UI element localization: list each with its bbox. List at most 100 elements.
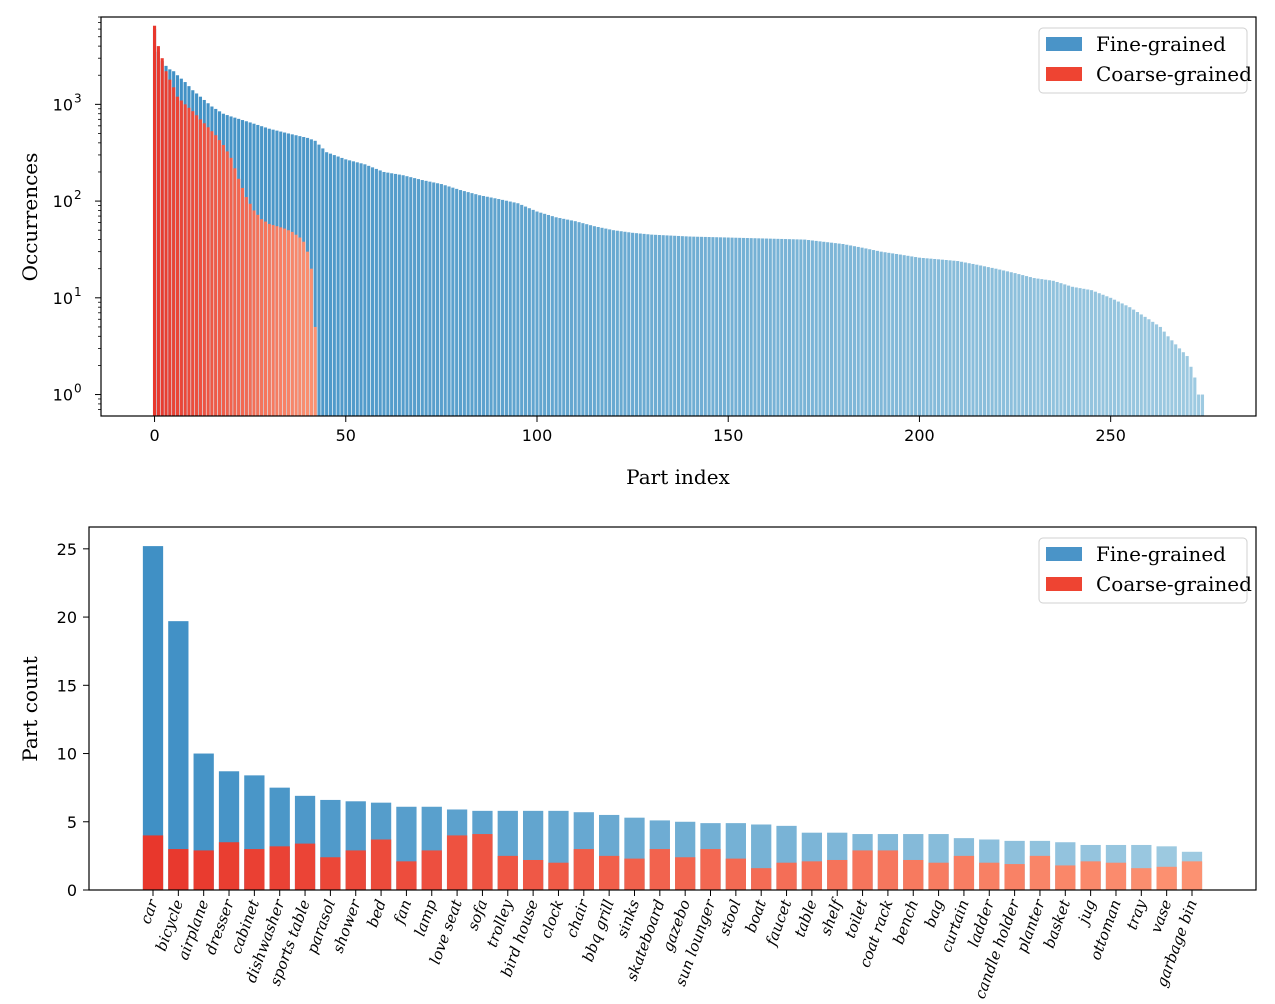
fine-bar bbox=[401, 175, 405, 416]
fine-bar bbox=[818, 241, 822, 416]
fine-bar bbox=[370, 167, 375, 416]
fine-bar bbox=[588, 225, 593, 416]
coarse-bar bbox=[179, 100, 183, 416]
fine-bar bbox=[795, 239, 799, 416]
fine-bar bbox=[1197, 394, 1201, 416]
fine-bar bbox=[776, 238, 780, 416]
fine-bar bbox=[348, 160, 352, 416]
x-tick-label: 100 bbox=[522, 426, 553, 445]
fine-bar bbox=[1063, 284, 1067, 416]
fine-bar bbox=[661, 235, 665, 416]
fine-bar bbox=[527, 208, 531, 416]
fine-bar bbox=[428, 181, 432, 416]
coarse-bar bbox=[229, 157, 233, 416]
fine-bar bbox=[814, 240, 818, 416]
fine-bar bbox=[325, 152, 329, 416]
legend-bottom: Fine-grained Coarse-grained bbox=[1038, 537, 1252, 604]
plot-frame-bottom bbox=[88, 526, 1257, 891]
fine-bar bbox=[806, 240, 811, 416]
fine-bar bbox=[554, 217, 558, 416]
fine-bar bbox=[585, 224, 589, 416]
fine-bar bbox=[994, 268, 998, 416]
fine-bar bbox=[929, 258, 933, 416]
fine-bar bbox=[719, 237, 723, 416]
fine-bar bbox=[1036, 278, 1040, 416]
coarse-bar bbox=[202, 123, 206, 416]
fine-bar bbox=[1189, 366, 1193, 416]
fine-bar bbox=[516, 203, 520, 416]
fine-bar bbox=[665, 235, 669, 416]
fine-bar bbox=[1185, 356, 1189, 416]
coarse-category-bar bbox=[497, 855, 518, 890]
fine-bar bbox=[608, 229, 612, 416]
fine-bar bbox=[386, 172, 390, 416]
fine-bar bbox=[761, 238, 765, 416]
fine-bar bbox=[1013, 273, 1017, 416]
part-count-chart: carbicycleairplanedressercabinetdishwash… bbox=[18, 526, 1257, 1001]
coarse-bar bbox=[283, 228, 287, 416]
coarse-bar bbox=[302, 241, 306, 416]
fine-bar bbox=[443, 185, 447, 416]
fine-bar bbox=[833, 243, 837, 416]
fine-bar bbox=[768, 238, 772, 416]
x-tick-label: 150 bbox=[713, 426, 744, 445]
coarse-category-bar bbox=[269, 846, 290, 890]
coarse-category-bar bbox=[345, 850, 366, 890]
x-axis-ticks: 0 50 100 150 200 250 bbox=[149, 416, 1126, 445]
fine-bar bbox=[566, 219, 570, 416]
fine-bar bbox=[650, 234, 654, 416]
fine-bar bbox=[466, 192, 470, 416]
plot-frame-top bbox=[100, 16, 1257, 417]
coarse-bar bbox=[240, 187, 245, 416]
fine-bar bbox=[699, 236, 704, 416]
fine-bar bbox=[1147, 319, 1151, 416]
fine-bar bbox=[447, 186, 451, 416]
fine-bar bbox=[328, 153, 333, 416]
y-tick-exponent: 2 bbox=[74, 188, 82, 202]
x-tick-label: 200 bbox=[904, 426, 935, 445]
fine-bar bbox=[439, 184, 443, 416]
y-axis-ticks-bottom: 0 5 10 15 20 25 bbox=[57, 540, 89, 900]
x-tick-label: 50 bbox=[336, 426, 356, 445]
fine-bar bbox=[393, 173, 398, 416]
fine-bar bbox=[975, 264, 979, 416]
y-tick-label-bottom: 0 bbox=[67, 881, 77, 900]
fine-bar bbox=[692, 236, 696, 416]
coarse-category-bar bbox=[370, 839, 392, 890]
legend-label-fine: Fine-grained bbox=[1096, 32, 1226, 56]
coarse-category-bar bbox=[725, 858, 746, 890]
coarse-category-bar bbox=[421, 850, 442, 890]
fine-bar bbox=[378, 170, 382, 416]
fine-bar bbox=[959, 261, 964, 416]
fine-bar bbox=[634, 233, 638, 416]
fine-bar bbox=[1024, 276, 1029, 416]
legend-swatch-coarse bbox=[1046, 67, 1082, 81]
fine-bar bbox=[933, 258, 937, 416]
fine-bar bbox=[420, 180, 424, 416]
fine-bar bbox=[478, 195, 482, 416]
coarse-category-bar bbox=[649, 849, 670, 890]
coarse-category-bar bbox=[168, 849, 189, 890]
fine-bar bbox=[332, 155, 336, 416]
coarse-category-bar bbox=[1080, 861, 1101, 890]
fine-bar bbox=[948, 260, 952, 416]
fine-bar bbox=[1158, 326, 1162, 416]
y-tick-label-bottom: 25 bbox=[57, 540, 77, 559]
fine-bar bbox=[1151, 321, 1155, 416]
fine-bar bbox=[952, 260, 956, 416]
fine-bar bbox=[673, 235, 677, 416]
coarse-bar bbox=[290, 231, 294, 416]
fine-bar bbox=[803, 239, 807, 416]
coarse-bar bbox=[152, 25, 157, 417]
coarse-bar bbox=[248, 203, 252, 416]
coarse-category-bar bbox=[446, 835, 468, 890]
fine-bar bbox=[1177, 348, 1182, 416]
y-tick-label: 10 bbox=[53, 386, 73, 405]
fine-bar bbox=[676, 235, 681, 416]
fine-bar bbox=[1074, 287, 1078, 416]
fine-bar bbox=[455, 188, 459, 416]
fine-bar bbox=[1009, 272, 1013, 416]
fine-bar bbox=[409, 177, 413, 416]
fine-bar bbox=[623, 231, 627, 416]
coarse-category-bar bbox=[801, 861, 823, 890]
